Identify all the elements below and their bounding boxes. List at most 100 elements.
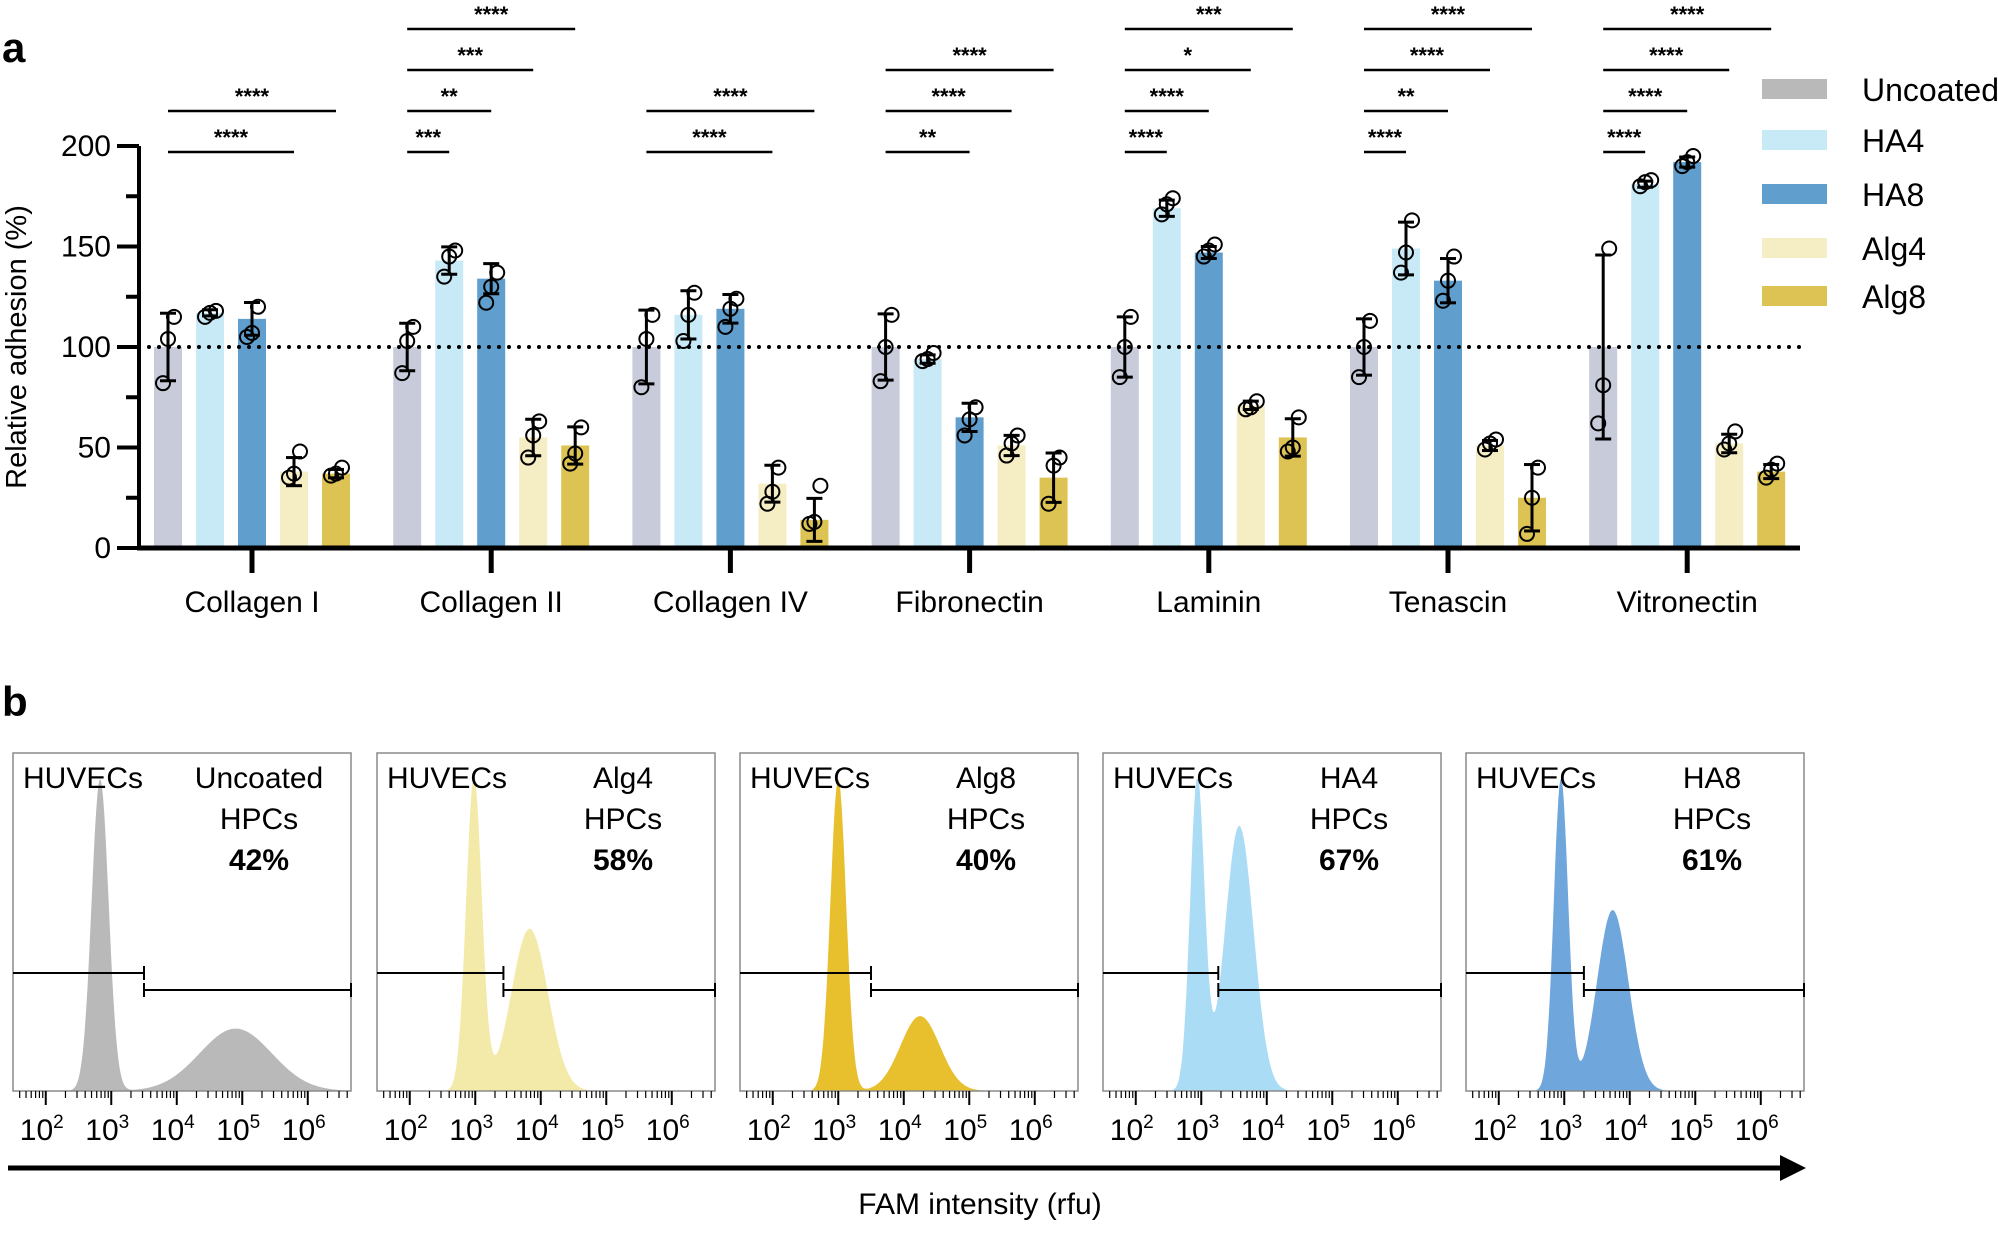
population-sublabel: HPCs [1310,803,1388,836]
data-point [1040,495,1057,512]
bar-alg8 [322,473,350,548]
significance-label: **** [692,125,727,150]
tick-base: 10 [1306,1114,1339,1147]
population-sublabel: HPCs [947,803,1025,836]
category-label: Laminin [1156,586,1261,619]
data-point [399,332,416,349]
x-tick-label: 105 [1306,1112,1350,1147]
bar-ha8 [955,417,984,548]
population-label-right: HA4 [1320,762,1378,795]
significance-label: **** [1628,84,1663,109]
category-label: Fibronectin [895,586,1043,619]
significance-label: **** [1607,125,1642,150]
data-point [1435,292,1451,309]
histogram-area [1103,779,1441,1091]
tick-base: 10 [1372,1114,1405,1147]
data-point [728,290,745,307]
significance-label: **** [713,84,748,109]
significance-label: **** [214,125,249,150]
tick-base: 10 [1669,1114,1702,1147]
tick-base: 10 [878,1114,911,1147]
bar-ha8 [1194,252,1223,548]
category-label: Collagen I [184,586,319,619]
data-point [286,465,302,482]
data-point [1519,525,1535,542]
positive-percent: 40% [956,844,1016,877]
positive-percent: 42% [229,844,289,877]
tick-base: 10 [384,1114,417,1147]
data-point [638,330,655,347]
tick-exponent: 5 [1703,1112,1714,1133]
data-point [1601,240,1618,257]
data-point [1446,248,1462,265]
y-tick-label: 50 [78,432,111,465]
significance-label: ** [441,84,459,109]
x-tick-label: 102 [20,1112,64,1147]
bar-ha8 [1434,280,1462,548]
tick-exponent: 5 [614,1112,625,1133]
y-tick-label: 200 [61,130,111,163]
data-point [567,445,584,462]
x-tick-label: 106 [1372,1112,1416,1147]
population-label-right: Alg8 [956,762,1016,795]
category-label: Tenascin [1389,586,1507,619]
data-point [680,306,697,323]
data-point [644,306,661,323]
data-point [1362,312,1378,329]
data-point [405,318,422,335]
plot-frame [12,752,352,1092]
data-point [883,306,900,323]
population-label-left: HUVECs [1476,762,1596,795]
x-tick-label: 102 [1110,1112,1154,1147]
data-point [483,278,500,295]
tick-base: 10 [646,1114,679,1147]
data-point [292,443,308,460]
data-point [394,365,411,382]
positive-percent: 67% [1319,844,1379,877]
tick-base: 10 [1604,1114,1637,1147]
x-tick-label: 105 [943,1112,987,1147]
data-point [812,477,829,494]
tick-exponent: 2 [1506,1112,1517,1133]
x-tick-label: 102 [384,1112,428,1147]
histogram-area [740,779,1078,1091]
data-point [1009,427,1026,444]
population-sublabel: HPCs [584,803,662,836]
category-label: Collagen II [419,586,562,619]
tick-exponent: 6 [679,1112,690,1133]
x-tick-label: 104 [151,1112,195,1147]
tick-exponent: 6 [315,1112,326,1133]
bar-uncoated [1350,347,1378,548]
data-point [1284,439,1301,456]
data-point [717,318,734,335]
tick-base: 10 [1009,1114,1042,1147]
legend-label: HA8 [1862,177,1924,213]
category-label: Collagen IV [653,586,808,619]
data-point [1524,489,1540,506]
population-label-left: HUVECs [387,762,507,795]
data-point [1440,272,1456,289]
data-point [806,513,823,530]
tick-base: 10 [151,1114,184,1147]
population-label-right: Alg4 [593,762,653,795]
x-tick-label: 102 [747,1112,791,1147]
data-point [1164,190,1181,207]
x-tick-label: 104 [1604,1112,1648,1147]
tick-exponent: 4 [548,1112,559,1133]
bar-alg4 [1476,445,1504,548]
significance-label: *** [415,125,441,150]
data-point [1206,236,1223,253]
x-tick-label: 106 [1735,1112,1779,1147]
x-tick-label: 103 [812,1112,856,1147]
tick-exponent: 4 [1274,1112,1285,1133]
data-point [1769,455,1786,472]
positive-percent: 58% [593,844,653,877]
tick-base: 10 [515,1114,548,1147]
legend-swatch-ha4 [1762,130,1827,150]
plot-frame [739,752,1079,1092]
tick-base: 10 [282,1114,315,1147]
bar-alg4 [1715,443,1744,548]
data-point [281,469,297,486]
x-tick-label: 102 [1473,1112,1517,1147]
tick-base: 10 [1175,1114,1208,1147]
